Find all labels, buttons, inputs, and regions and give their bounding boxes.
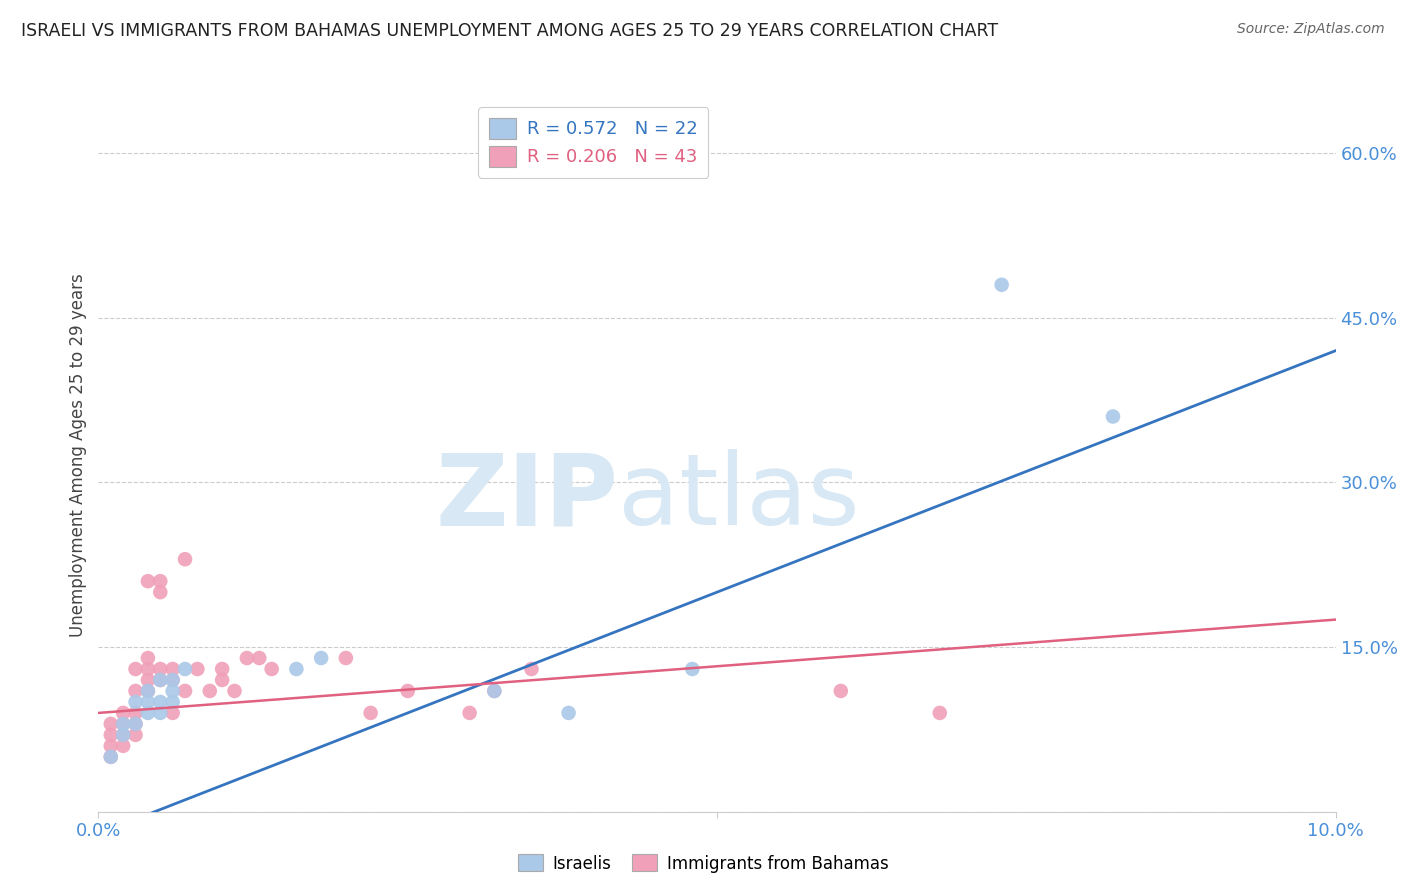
Point	[100, 739, 122, 753]
Point	[211, 662, 233, 676]
Point	[830, 684, 852, 698]
Point	[136, 684, 159, 698]
Point	[124, 706, 146, 720]
Y-axis label: Unemployment Among Ages 25 to 29 years: Unemployment Among Ages 25 to 29 years	[69, 273, 87, 637]
Point	[136, 684, 159, 698]
Text: ISRAELI VS IMMIGRANTS FROM BAHAMAS UNEMPLOYMENT AMONG AGES 25 TO 29 YEARS CORREL: ISRAELI VS IMMIGRANTS FROM BAHAMAS UNEMP…	[21, 22, 998, 40]
Point	[396, 684, 419, 698]
Point	[124, 684, 146, 698]
Point	[458, 706, 481, 720]
Point	[681, 662, 703, 676]
Point	[211, 673, 233, 687]
Point	[112, 739, 135, 753]
Point	[186, 662, 208, 676]
Point	[928, 706, 950, 720]
Point	[112, 728, 135, 742]
Point	[335, 651, 357, 665]
Point	[100, 749, 122, 764]
Text: atlas: atlas	[619, 450, 859, 546]
Point	[247, 651, 270, 665]
Point	[990, 277, 1012, 292]
Point	[162, 695, 184, 709]
Legend: Israelis, Immigrants from Bahamas: Israelis, Immigrants from Bahamas	[510, 847, 896, 880]
Point	[112, 717, 135, 731]
Point	[309, 651, 332, 665]
Point	[174, 684, 197, 698]
Point	[236, 651, 259, 665]
Point	[124, 695, 146, 709]
Point	[260, 662, 283, 676]
Point	[520, 662, 543, 676]
Point	[360, 706, 382, 720]
Point	[100, 749, 122, 764]
Point	[149, 695, 172, 709]
Point	[100, 717, 122, 731]
Point	[484, 684, 506, 698]
Point	[149, 706, 172, 720]
Point	[112, 706, 135, 720]
Point	[149, 673, 172, 687]
Point	[100, 728, 122, 742]
Point	[285, 662, 308, 676]
Point	[149, 662, 172, 676]
Point	[136, 695, 159, 709]
Point	[124, 662, 146, 676]
Point	[136, 662, 159, 676]
Point	[124, 728, 146, 742]
Point	[174, 662, 197, 676]
Point	[136, 673, 159, 687]
Point	[162, 673, 184, 687]
Point	[557, 706, 579, 720]
Point	[162, 673, 184, 687]
Point	[1102, 409, 1125, 424]
Text: Source: ZipAtlas.com: Source: ZipAtlas.com	[1237, 22, 1385, 37]
Point	[162, 684, 184, 698]
Point	[136, 651, 159, 665]
Point	[124, 717, 146, 731]
Point	[224, 684, 246, 698]
Point	[149, 585, 172, 599]
Point	[162, 706, 184, 720]
Text: ZIP: ZIP	[436, 450, 619, 546]
Point	[149, 673, 172, 687]
Point	[112, 717, 135, 731]
Point	[136, 574, 159, 589]
Point	[136, 706, 159, 720]
Legend: R = 0.572   N = 22, R = 0.206   N = 43: R = 0.572 N = 22, R = 0.206 N = 43	[478, 107, 709, 178]
Point	[174, 552, 197, 566]
Point	[112, 728, 135, 742]
Point	[162, 662, 184, 676]
Point	[484, 684, 506, 698]
Point	[149, 574, 172, 589]
Point	[198, 684, 221, 698]
Point	[124, 717, 146, 731]
